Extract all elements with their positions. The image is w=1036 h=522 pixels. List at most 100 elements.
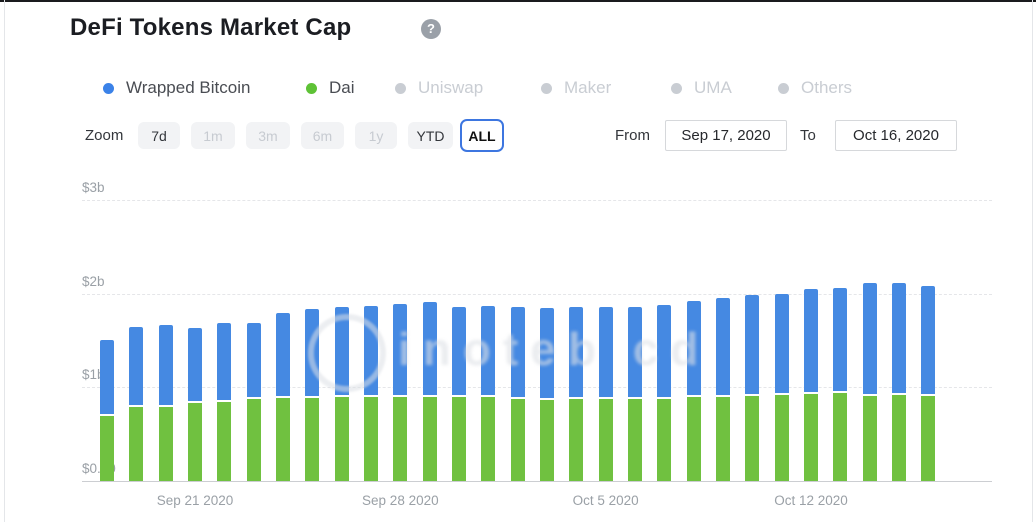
bar-wrapped-bitcoin-oct-2-2020[interactable] bbox=[510, 306, 525, 397]
bar-dai-sep-30-2020[interactable] bbox=[451, 396, 466, 481]
legend-item-label: Uniswap bbox=[418, 78, 484, 97]
from-date-input[interactable] bbox=[665, 120, 787, 151]
legend-item-label: Dai bbox=[329, 78, 355, 97]
bar-dai-oct-15-2020[interactable] bbox=[891, 394, 906, 481]
bar-dai-oct-2-2020[interactable] bbox=[510, 398, 525, 481]
page-title: DeFi Tokens Market Cap bbox=[70, 14, 352, 41]
bar-wrapped-bitcoin-sep-30-2020[interactable] bbox=[451, 306, 466, 395]
y-gridline bbox=[82, 199, 992, 201]
from-label: From bbox=[615, 127, 650, 144]
range-button-all[interactable]: ALL bbox=[460, 119, 504, 152]
range-button-3m: 3m bbox=[246, 122, 290, 149]
window-top-edge bbox=[0, 0, 1036, 2]
help-icon[interactable]: ? bbox=[421, 19, 441, 39]
bar-dai-oct-13-2020[interactable] bbox=[833, 392, 848, 481]
bar-dai-oct-3-2020[interactable] bbox=[539, 400, 554, 481]
y-gridline bbox=[82, 293, 992, 295]
y-axis-label: $2b bbox=[82, 273, 105, 289]
legend-dot-icon bbox=[541, 82, 552, 94]
legend-dot-icon bbox=[395, 82, 406, 94]
legend-item-maker[interactable]: Maker bbox=[541, 78, 611, 98]
bar-dai-oct-1-2020[interactable] bbox=[481, 396, 496, 481]
bar-dai-oct-12-2020[interactable] bbox=[803, 393, 818, 481]
to-date-input[interactable] bbox=[835, 120, 957, 151]
bar-wrapped-bitcoin-oct-16-2020[interactable] bbox=[921, 285, 936, 394]
bar-dai-sep-23-2020[interactable] bbox=[246, 398, 261, 481]
bar-wrapped-bitcoin-oct-14-2020[interactable] bbox=[862, 283, 877, 394]
bar-dai-sep-28-2020[interactable] bbox=[393, 396, 408, 481]
bar-wrapped-bitcoin-oct-6-2020[interactable] bbox=[627, 306, 642, 397]
bar-wrapped-bitcoin-oct-3-2020[interactable] bbox=[539, 307, 554, 399]
bar-wrapped-bitcoin-oct-7-2020[interactable] bbox=[657, 304, 672, 397]
bar-dai-oct-10-2020[interactable] bbox=[745, 395, 760, 481]
bar-dai-sep-27-2020[interactable] bbox=[363, 396, 378, 481]
bar-wrapped-bitcoin-oct-1-2020[interactable] bbox=[481, 305, 496, 395]
legend-item-wrapped-bitcoin[interactable]: Wrapped Bitcoin bbox=[103, 78, 250, 98]
bar-wrapped-bitcoin-sep-24-2020[interactable] bbox=[275, 313, 290, 396]
legend-item-label: Wrapped Bitcoin bbox=[126, 78, 251, 97]
left-border bbox=[4, 0, 5, 522]
bar-wrapped-bitcoin-oct-8-2020[interactable] bbox=[686, 300, 701, 395]
range-button-1m: 1m bbox=[191, 122, 235, 149]
bar-dai-oct-16-2020[interactable] bbox=[921, 395, 936, 481]
bar-dai-sep-18-2020[interactable] bbox=[100, 416, 114, 481]
bar-dai-oct-4-2020[interactable] bbox=[569, 399, 584, 481]
zoom-label: Zoom bbox=[85, 127, 124, 144]
legend-item-uma[interactable]: UMA bbox=[671, 78, 732, 98]
y-gridline bbox=[82, 387, 992, 389]
x-axis-label: Oct 12 2020 bbox=[774, 493, 848, 508]
bar-wrapped-bitcoin-sep-25-2020[interactable] bbox=[305, 309, 320, 396]
bar-dai-sep-20-2020[interactable] bbox=[158, 406, 173, 481]
bar-wrapped-bitcoin-sep-23-2020[interactable] bbox=[246, 322, 261, 397]
bar-dai-oct-6-2020[interactable] bbox=[627, 398, 642, 481]
bar-wrapped-bitcoin-sep-27-2020[interactable] bbox=[363, 305, 378, 395]
bar-wrapped-bitcoin-sep-29-2020[interactable] bbox=[422, 301, 437, 395]
bar-wrapped-bitcoin-oct-12-2020[interactable] bbox=[803, 288, 818, 392]
bar-dai-sep-29-2020[interactable] bbox=[422, 396, 437, 481]
bar-wrapped-bitcoin-sep-18-2020[interactable] bbox=[100, 340, 114, 415]
bar-wrapped-bitcoin-oct-4-2020[interactable] bbox=[569, 306, 584, 398]
bar-dai-sep-25-2020[interactable] bbox=[305, 397, 320, 481]
bar-wrapped-bitcoin-sep-28-2020[interactable] bbox=[393, 303, 408, 395]
y-axis-label: $1b bbox=[82, 367, 105, 383]
bar-wrapped-bitcoin-oct-15-2020[interactable] bbox=[891, 283, 906, 393]
range-button-7d[interactable]: 7d bbox=[138, 122, 180, 149]
bar-wrapped-bitcoin-sep-26-2020[interactable] bbox=[334, 306, 349, 395]
legend-dot-icon bbox=[103, 82, 114, 94]
x-axis-label: Sep 21 2020 bbox=[156, 493, 234, 508]
bar-wrapped-bitcoin-sep-20-2020[interactable] bbox=[158, 325, 173, 405]
legend-item-dai[interactable]: Dai bbox=[306, 78, 355, 98]
bar-dai-oct-9-2020[interactable] bbox=[715, 396, 730, 481]
y-gridline bbox=[82, 481, 992, 482]
bar-wrapped-bitcoin-sep-19-2020[interactable] bbox=[129, 327, 144, 405]
bar-dai-oct-5-2020[interactable] bbox=[598, 399, 613, 481]
bar-dai-sep-21-2020[interactable] bbox=[187, 403, 202, 481]
bar-dai-sep-22-2020[interactable] bbox=[217, 402, 232, 481]
bar-wrapped-bitcoin-sep-21-2020[interactable] bbox=[187, 328, 202, 402]
legend-item-label: UMA bbox=[694, 78, 732, 97]
range-button-ytd[interactable]: YTD bbox=[408, 122, 453, 149]
bar-dai-sep-19-2020[interactable] bbox=[129, 406, 144, 481]
bar-dai-oct-11-2020[interactable] bbox=[774, 394, 789, 481]
range-button-6m: 6m bbox=[301, 122, 344, 149]
bar-dai-oct-7-2020[interactable] bbox=[657, 398, 672, 481]
bar-wrapped-bitcoin-oct-11-2020[interactable] bbox=[774, 294, 789, 393]
legend-item-uniswap[interactable]: Uniswap bbox=[395, 78, 483, 98]
bar-wrapped-bitcoin-oct-5-2020[interactable] bbox=[598, 306, 613, 398]
bar-dai-sep-26-2020[interactable] bbox=[334, 396, 349, 481]
right-border bbox=[1032, 0, 1033, 522]
bar-wrapped-bitcoin-sep-22-2020[interactable] bbox=[217, 323, 232, 401]
range-button-1y: 1y bbox=[355, 122, 397, 149]
bar-wrapped-bitcoin-oct-9-2020[interactable] bbox=[715, 298, 730, 395]
legend-item-others[interactable]: Others bbox=[778, 78, 852, 98]
x-axis-label: Sep 28 2020 bbox=[362, 493, 439, 508]
legend-item-label: Maker bbox=[564, 78, 612, 97]
bar-dai-oct-8-2020[interactable] bbox=[686, 396, 701, 481]
legend-dot-icon bbox=[671, 82, 682, 94]
bar-dai-oct-14-2020[interactable] bbox=[862, 395, 877, 481]
y-axis-label: $3b bbox=[82, 179, 105, 195]
bar-wrapped-bitcoin-oct-13-2020[interactable] bbox=[833, 287, 848, 391]
bar-dai-sep-24-2020[interactable] bbox=[275, 397, 290, 481]
bar-wrapped-bitcoin-oct-10-2020[interactable] bbox=[745, 295, 760, 394]
